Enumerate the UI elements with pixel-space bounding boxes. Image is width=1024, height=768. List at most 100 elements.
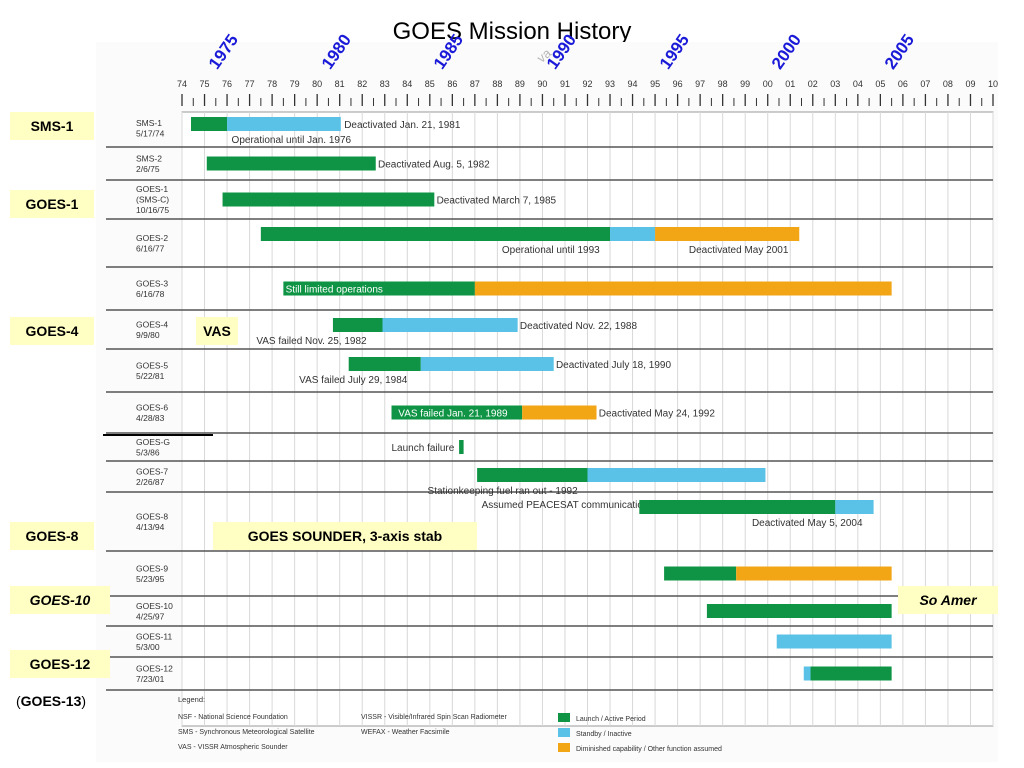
row-label-name: GOES-9 xyxy=(136,563,168,573)
legend-abbreviation: NSF - National Science Foundation xyxy=(178,714,288,721)
bar-active xyxy=(206,156,376,171)
legend-abbreviation: SMS - Synchronous Meteorological Satelli… xyxy=(178,729,315,736)
row-label-name: GOES-7 xyxy=(136,466,168,476)
row-label-name: GOES-11 xyxy=(136,631,172,641)
callout-goes1: GOES-1 xyxy=(10,190,94,218)
bar-active xyxy=(706,604,892,618)
x-tick-label: 77 xyxy=(245,79,255,89)
bar-active xyxy=(348,357,421,371)
row-label-name: GOES-1 xyxy=(136,184,168,194)
bar-standby xyxy=(803,666,811,681)
bar-annotation: Deactivated May 2001 xyxy=(689,245,789,256)
x-tick-label: 00 xyxy=(763,79,773,89)
row-label-date: 4/28/83 xyxy=(136,413,165,423)
x-tick-label: 89 xyxy=(515,79,525,89)
bar-annotation: Stationkeeping fuel ran out - 1992 xyxy=(428,486,579,497)
bar-annotation: Deactivated Aug. 5, 1982 xyxy=(378,160,490,171)
bar-diminished xyxy=(655,227,800,241)
row-label-date: 6/16/78 xyxy=(136,289,165,299)
bar-standby xyxy=(835,500,874,514)
row-label-name: GOES-4 xyxy=(136,319,168,329)
bar-active xyxy=(459,440,464,454)
x-tick-label: 01 xyxy=(785,79,795,89)
x-tick-label: 96 xyxy=(673,79,683,89)
x-tick-label: 99 xyxy=(740,79,750,89)
x-tick-label: 07 xyxy=(920,79,930,89)
bar-active xyxy=(477,468,588,482)
x-tick-label: 98 xyxy=(718,79,728,89)
x-tick-label: 03 xyxy=(830,79,840,89)
x-tick-label: 80 xyxy=(312,79,322,89)
callout-sms1: SMS-1 xyxy=(10,112,94,140)
row-label-name: GOES-G xyxy=(136,437,170,447)
legend-swatch-active xyxy=(558,713,570,722)
x-tick-label: 76 xyxy=(222,79,232,89)
bar-annotation: Deactivated May 24, 1992 xyxy=(599,409,716,420)
x-tick-label: 05 xyxy=(875,79,885,89)
row-label-date: 5/17/74 xyxy=(136,128,165,138)
bar-standby xyxy=(420,357,554,371)
row-label-date: 4/25/97 xyxy=(136,611,165,621)
row-label-date: 5/3/00 xyxy=(136,642,160,652)
legend-status-label: Launch / Active Period xyxy=(576,716,646,723)
bar-annotation: Operational until Jan. 1976 xyxy=(232,135,352,146)
bar-annotation: Operational until 1993 xyxy=(502,245,600,256)
bar-standby xyxy=(227,117,341,131)
bar-annotation: Still limited operations xyxy=(286,285,383,296)
row-label-date: 7/23/01 xyxy=(136,674,165,684)
row-label-date: (SMS-C) xyxy=(136,195,169,205)
callout-so-amer: So Amer xyxy=(898,586,998,614)
row-label-name: GOES-6 xyxy=(136,402,168,412)
bar-diminished xyxy=(474,281,892,296)
row-label-date: 2/26/87 xyxy=(136,477,165,487)
x-tick-label: 92 xyxy=(582,79,592,89)
x-tick-label: 93 xyxy=(605,79,615,89)
bar-standby xyxy=(776,634,892,649)
bar-standby xyxy=(382,318,518,332)
x-tick-label: 74 xyxy=(177,79,187,89)
legend-title: Legend: xyxy=(178,695,205,704)
row-label-name: GOES-12 xyxy=(136,663,173,673)
callout-vas: VAS xyxy=(196,317,238,345)
x-tick-label: 78 xyxy=(267,79,277,89)
legend-abbreviation: WEFAX - Weather Facsimile xyxy=(361,729,450,736)
row-label-date: 4/13/94 xyxy=(136,522,165,532)
bar-active xyxy=(332,318,383,332)
legend-swatch-standby xyxy=(558,728,570,737)
bar-annotation: Deactivated March 7, 1985 xyxy=(437,196,557,207)
x-tick-label: 75 xyxy=(200,79,210,89)
row-label-name: GOES-2 xyxy=(136,233,168,243)
x-tick-label: 95 xyxy=(650,79,660,89)
bar-diminished xyxy=(522,405,597,420)
legend-swatch-diminished xyxy=(558,743,570,752)
bar-annotation: Deactivated Nov. 22, 1988 xyxy=(520,321,638,332)
x-tick-label: 81 xyxy=(335,79,345,89)
mission-timeline-chart: 74 75 76 77 78 79 80 81 82 83 84 85 86 87 88 89 90 91 92 93… xyxy=(106,79,998,753)
bar-active xyxy=(222,192,435,207)
bar-annotation: VAS failed Nov. 25, 1982 xyxy=(256,336,367,347)
row-label-name: GOES-10 xyxy=(136,601,173,611)
chart-panel: 74 75 76 77 78 79 80 81 82 83 84 85 86 87 88 89 90 91 92 93… xyxy=(96,42,998,762)
row-label-date: 6/16/77 xyxy=(136,243,165,253)
bar-annotation: Assumed PEACESAT communications duties N… xyxy=(482,500,731,511)
row-label-name: GOES-5 xyxy=(136,360,168,370)
legend-status-label: Standby / Inactive xyxy=(576,731,632,738)
row-label-date: 10/16/75 xyxy=(136,205,169,215)
row-label-date: 5/22/81 xyxy=(136,371,165,381)
row-label-name: GOES-3 xyxy=(136,278,168,288)
x-tick-label: 82 xyxy=(357,79,367,89)
callout-goes10: GOES-10 xyxy=(10,586,110,614)
x-tick-label: 88 xyxy=(492,79,502,89)
x-tick-label: 79 xyxy=(290,79,300,89)
x-tick-label: 87 xyxy=(470,79,480,89)
slide-title: GOES Mission History xyxy=(392,18,632,45)
bar-active xyxy=(810,666,892,681)
bar-diminished xyxy=(736,566,892,581)
bar-standby xyxy=(610,227,656,241)
row-label-name: SMS-2 xyxy=(136,153,162,163)
bar-active xyxy=(260,227,611,241)
row-label-name: GOES-8 xyxy=(136,511,168,521)
bar-active xyxy=(639,500,836,514)
x-tick-label: 09 xyxy=(965,79,975,89)
bar-annotation: Deactivated Jan. 21, 1981 xyxy=(344,120,461,131)
